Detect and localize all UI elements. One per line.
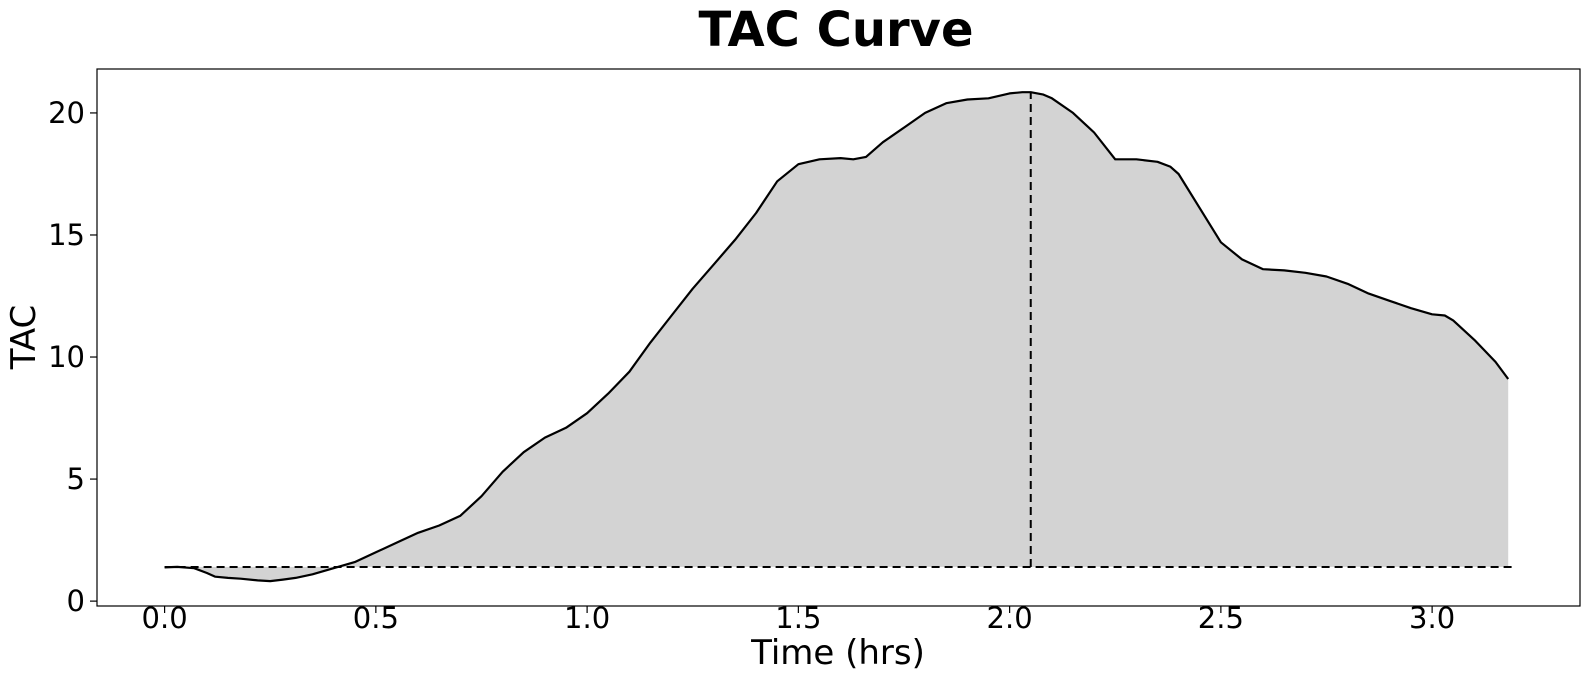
x-axis: 0.0 0.5 1.0 1.5 2.0 2.5 3.0 bbox=[142, 601, 1456, 635]
x-tick-label: 1.5 bbox=[775, 601, 821, 635]
plot-area bbox=[164, 91, 1515, 583]
area-fill bbox=[164, 92, 1509, 582]
y-axis: 0 5 10 15 20 bbox=[48, 96, 97, 618]
plot-frame bbox=[96, 68, 1581, 607]
y-tick-label: 20 bbox=[48, 96, 85, 130]
x-tick-label: 2.5 bbox=[1198, 601, 1244, 635]
x-axis-label: Time (hrs) bbox=[750, 633, 925, 673]
chart-title: TAC Curve bbox=[698, 2, 973, 58]
x-tick-label: 2.0 bbox=[987, 601, 1033, 635]
x-tick-label: 1.0 bbox=[564, 601, 610, 635]
y-tick-label: 0 bbox=[67, 584, 85, 618]
y-tick-label: 15 bbox=[48, 218, 85, 252]
y-tick-label: 5 bbox=[67, 462, 85, 496]
y-tick-label: 10 bbox=[48, 340, 85, 374]
x-tick-label: 3.0 bbox=[1409, 601, 1455, 635]
y-axis-label: TAC bbox=[4, 305, 44, 371]
tac-line bbox=[164, 91, 1510, 583]
x-tick-label: 0.0 bbox=[142, 601, 188, 635]
x-tick-label: 0.5 bbox=[353, 601, 399, 635]
